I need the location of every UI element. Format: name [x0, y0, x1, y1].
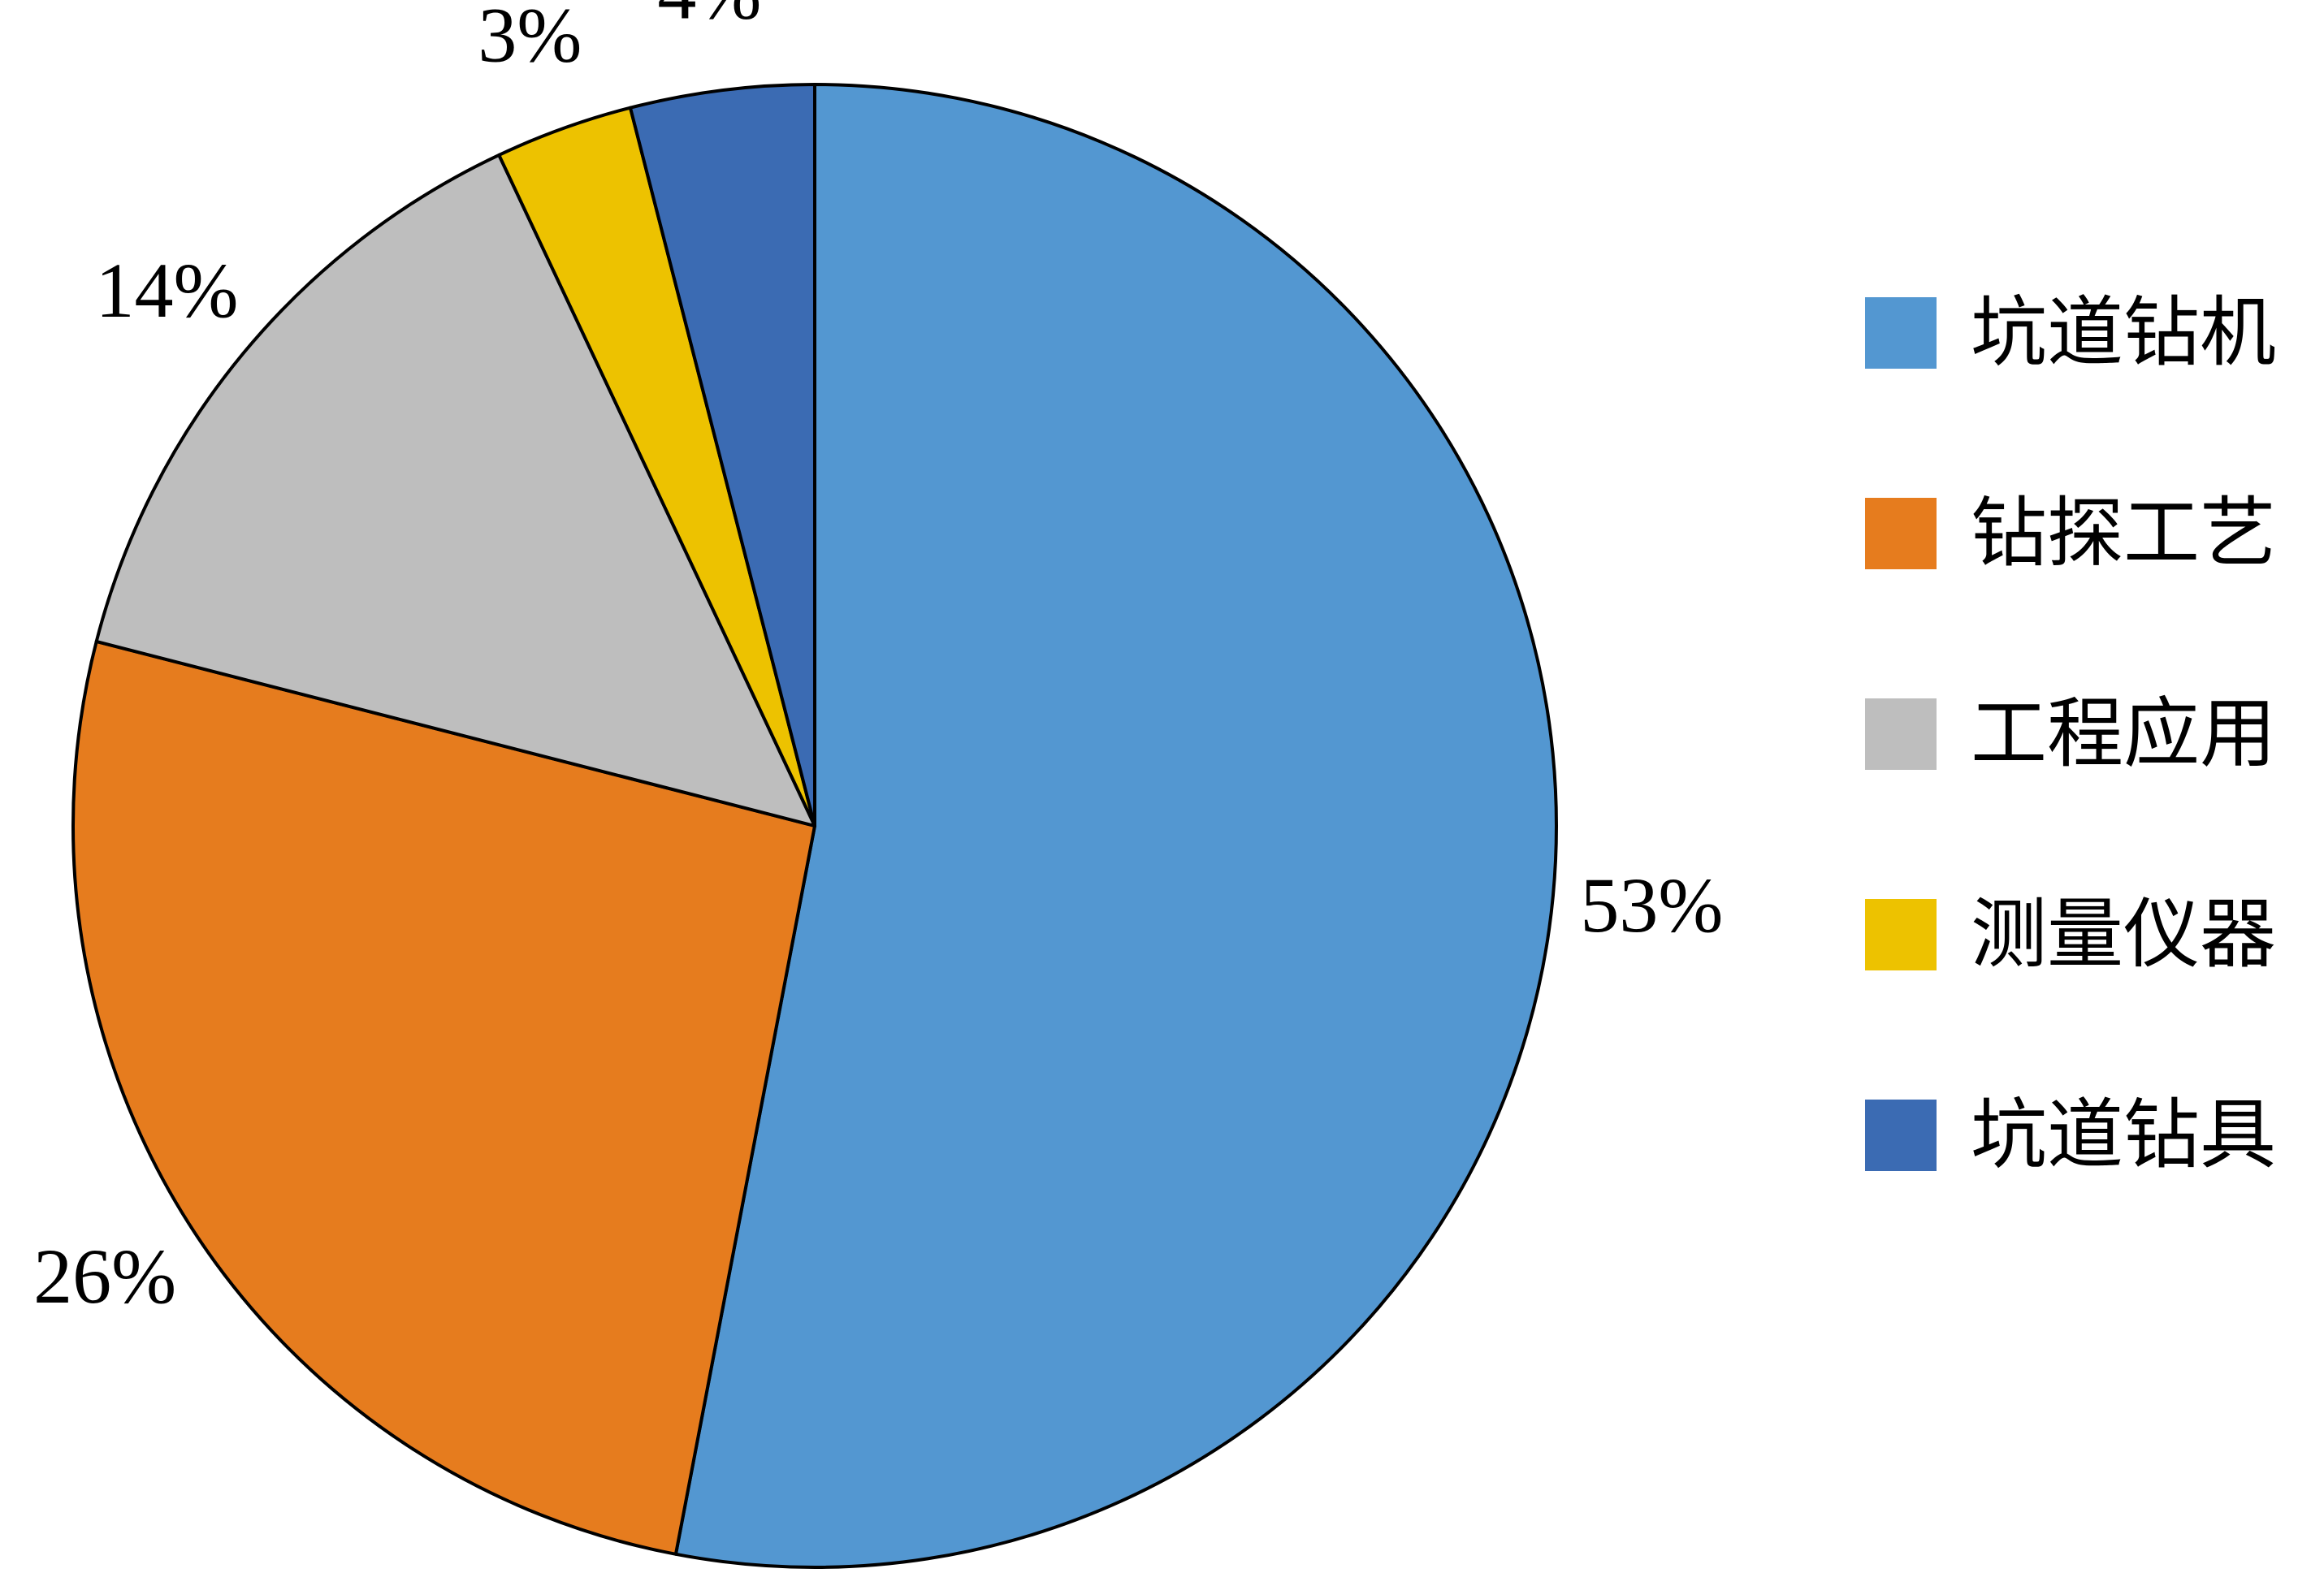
legend-label-5: 坑道钻具: [1971, 1091, 2276, 1180]
data-label-5: 4%: [657, 0, 761, 36]
legend-label-3: 工程应用: [1971, 690, 2276, 779]
data-label-3: 14%: [96, 247, 239, 334]
data-label-2: 26%: [33, 1233, 176, 1320]
legend-swatch-5: [1865, 1100, 1937, 1171]
pie-slices: [71, 83, 1558, 1569]
legend-swatch-3: [1865, 698, 1937, 770]
legend-swatch-1: [1865, 297, 1937, 369]
legend-swatch-4: [1865, 899, 1937, 970]
legend-label-2: 钻探工艺: [1971, 490, 2276, 578]
pie-slice-1: [673, 83, 1558, 1569]
legend-swatch-2: [1865, 498, 1937, 569]
data-label-4: 3%: [478, 0, 582, 79]
pie-slice-5: [628, 83, 816, 828]
data-label-1: 53%: [1580, 862, 1723, 949]
pie-slice-2: [71, 639, 816, 1556]
pie-labels: 53% 26% 14% 3% 4%: [33, 0, 1723, 1320]
pie-slice-3: [94, 153, 816, 828]
legend-label-4: 测量仪器: [1971, 891, 2276, 979]
legend-label-1: 坑道钻机: [1971, 289, 2276, 378]
